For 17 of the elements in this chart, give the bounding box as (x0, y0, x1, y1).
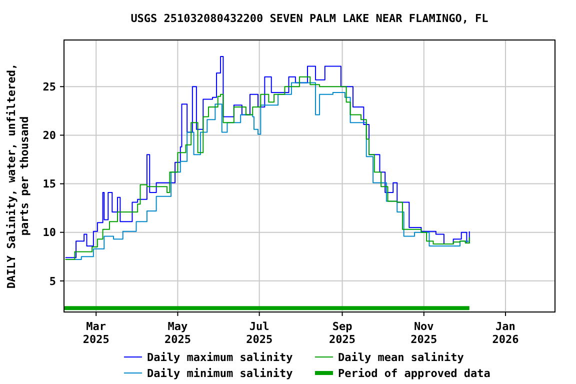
x-tick-label: Jul 2025 (246, 320, 273, 346)
x-tick-label: May 2025 (164, 320, 191, 346)
legend-label: Daily maximum salinity (147, 350, 294, 364)
y-tick-label: 10 (42, 226, 56, 240)
y-tick-label: 5 (49, 274, 56, 288)
x-tick-label: Mar 2025 (82, 320, 110, 346)
x-tick-label: Jan 2026 (492, 320, 520, 346)
y-tick-label: 25 (42, 80, 56, 94)
y-axis-title: DAILY Salinity, water, unfiltered, parts per thousand (5, 63, 31, 289)
legend-label: Period of approved data (338, 366, 490, 380)
x-tick-label: Sep 2025 (329, 320, 356, 346)
y-tick-label: 15 (42, 178, 56, 191)
chart-title: USGS 251032080432200 SEVEN PALM LAKE NEAR FLAMINGO, FL (130, 12, 489, 25)
legend-label: Daily mean salinity (338, 350, 464, 364)
legend-label: Daily minimum salinity (147, 366, 294, 380)
x-tick-label: Nov 2025 (410, 320, 438, 346)
y-tick-label: 20 (42, 129, 56, 142)
